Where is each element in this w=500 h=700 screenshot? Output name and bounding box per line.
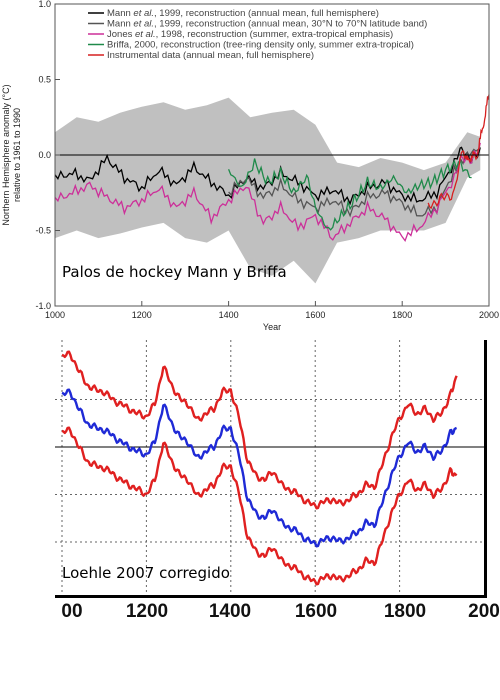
x-tick-label: 2000 [479,310,499,320]
series-line-4 [227,158,472,231]
axis-ticks: 00 1200 1400 1600 1800 200 [61,601,499,622]
x-tick-label: 1600 [305,310,325,320]
series-line-3 [54,142,481,243]
axis-ticks: 1000 1200 1400 1600 1800 2000 1.0 0.5 0.0 -0.5 -1.… [35,0,499,320]
mann-briffa-hockey-stick-chart: Mann et al., 1999, reconstruction (annua… [0,0,500,335]
series-line-3 [61,426,458,586]
uncertainty-band-area [55,97,481,284]
uncertainty-band [55,97,481,284]
right-axis-bar [484,340,487,597]
y-tick-label: -1.0 [35,301,51,311]
x-tick-label: 1800 [384,601,426,622]
series-line-5 [427,94,490,210]
series-line-2 [61,388,458,548]
y-tick-label: 0.0 [38,150,51,160]
x-tick-label: 1400 [219,310,239,320]
y-tick-label: -0.5 [35,226,51,236]
loehle-2007-chart: Loehle 2007 corregido 00 1200 1400 1600 1800… [0,335,500,625]
grid [55,340,484,595]
x-tick-label: 1400 [209,601,251,622]
y-axis-subtitle: relative to 1961 to 1990 [12,108,22,202]
series-lines [54,94,490,243]
legend-entry: Mann et al., 1999, reconstruction (annua… [107,19,427,30]
y-tick-label: 1.0 [38,0,51,9]
series-line-2 [228,146,481,218]
x-tick-label: 1200 [126,601,168,622]
x-tick-label: 1600 [295,601,337,622]
bottom-axis-bar [55,595,487,598]
legend-entry: Briffa, 2000, reconstruction (tree-ring … [107,40,414,51]
legend-entry: Mann et al., 1999, reconstruction (annua… [107,8,379,19]
x-tick-label: 1800 [392,310,412,320]
y-tick-label: 0.5 [38,75,51,85]
x-tick-label: 200 [468,601,500,622]
x-tick-label: 1200 [132,310,152,320]
series-line-1 [61,350,458,510]
legend-entry: Instrumental data (annual mean, full hem… [107,50,314,61]
x-tick-label: 00 [61,601,82,622]
y-axis-title: Northern Hemisphere anomaly (°C) [1,84,11,225]
legend: Mann et al., 1999, reconstruction (annua… [88,8,427,61]
x-axis-title: Year [263,322,281,332]
series-lines [61,350,458,586]
legend-entry: Jones et al., 1998, reconstruction (summ… [107,29,393,40]
x-tick-label: 1000 [45,310,65,320]
chart-caption: Palos de hockey Mann y Briffa [62,263,287,281]
chart-caption: Loehle 2007 corregido [62,564,230,582]
